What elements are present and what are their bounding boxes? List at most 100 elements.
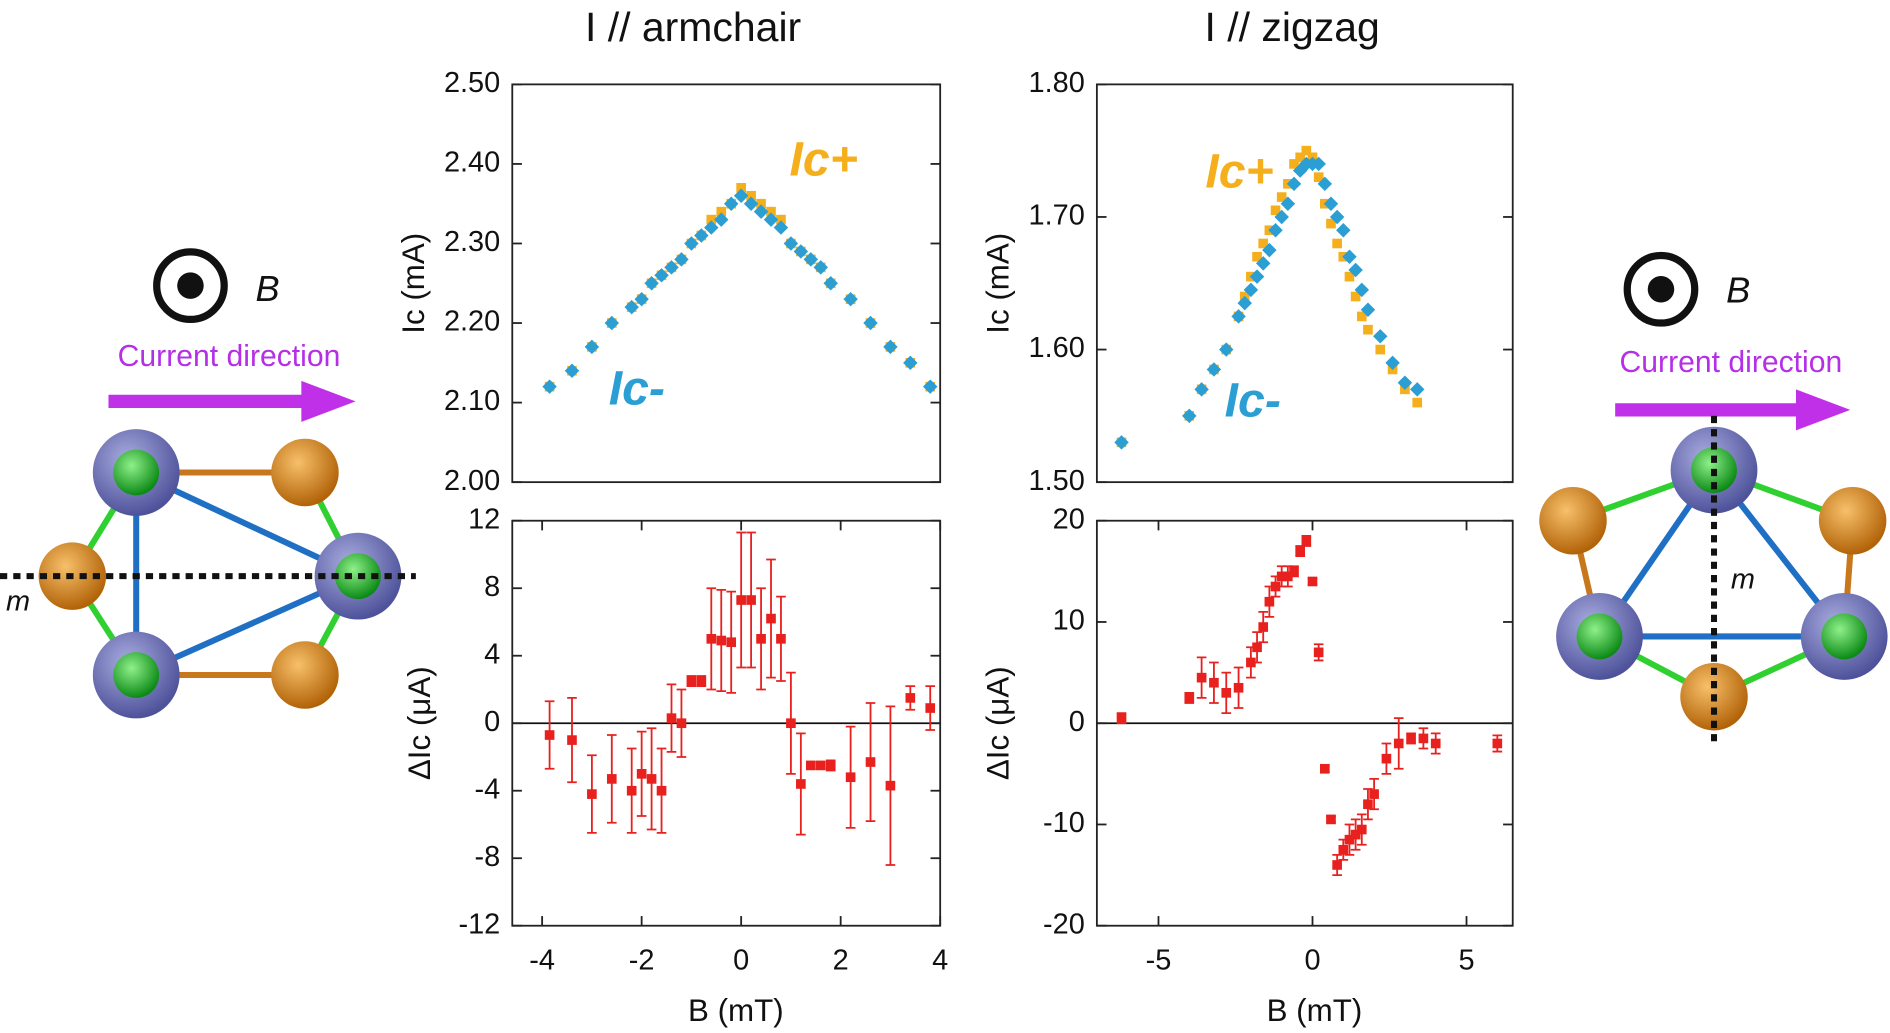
point [624, 299, 639, 315]
point [1418, 733, 1429, 744]
x-tick-label: -4 [529, 945, 555, 977]
x-tick-label: -5 [1146, 945, 1172, 977]
x-tick-label: 5 [1458, 945, 1474, 977]
y-tick-label: 1.50 [1029, 465, 1085, 497]
point [676, 718, 687, 729]
point [1307, 576, 1318, 587]
point [793, 244, 809, 259]
point [1375, 344, 1386, 355]
plot-frame [511, 83, 942, 484]
point [1114, 435, 1129, 450]
point [733, 188, 749, 203]
point [1231, 309, 1246, 324]
point [1283, 571, 1293, 582]
y-tick-label: 2.40 [444, 147, 500, 179]
x-tick-label: 2 [833, 945, 849, 977]
y-tick-label: 2.10 [444, 385, 500, 417]
y-tick-label: 2.00 [444, 465, 500, 497]
point [1237, 295, 1252, 311]
y-tick-label: 20 [1053, 503, 1085, 535]
chart-title: I // armchair [585, 4, 801, 50]
point [1381, 753, 1392, 764]
y-axis-label: ΔIc (μA) [981, 666, 1016, 780]
point [746, 190, 756, 201]
point [736, 182, 746, 193]
point [803, 252, 819, 267]
point [905, 693, 916, 703]
point [606, 774, 617, 784]
point [716, 206, 727, 217]
point [746, 595, 756, 605]
point [1363, 324, 1373, 335]
point [1317, 176, 1333, 192]
point [584, 339, 600, 355]
point [1326, 218, 1336, 229]
point [696, 676, 707, 686]
point [1412, 397, 1423, 408]
y-axis-label: Ic (mA) [981, 233, 1016, 334]
point [604, 315, 620, 331]
point [1385, 355, 1400, 371]
y-tick-label: 1.60 [1029, 332, 1085, 364]
y-tick-label: -12 [458, 908, 500, 940]
point [564, 363, 580, 379]
point [706, 214, 717, 225]
y-axis-label: Ic (mA) [396, 233, 431, 334]
point [1323, 196, 1339, 211]
y-tick-label: 0 [484, 706, 500, 738]
y-tick-label: 2.50 [444, 67, 500, 99]
point [825, 760, 836, 771]
x-tick-label: 0 [1304, 945, 1320, 977]
point [634, 291, 649, 307]
point [1373, 329, 1388, 344]
point [813, 260, 828, 275]
point [1393, 738, 1404, 749]
point [1397, 375, 1413, 390]
point [753, 204, 769, 219]
point [1246, 657, 1256, 668]
point [1262, 242, 1277, 258]
point [1311, 156, 1326, 172]
point [845, 772, 856, 783]
point [783, 236, 799, 251]
point [704, 220, 719, 235]
point [1206, 362, 1222, 377]
point [1233, 682, 1244, 693]
point [1221, 688, 1232, 698]
point [1243, 282, 1259, 298]
point [863, 315, 878, 331]
point [1270, 205, 1281, 216]
x-axis-label: B (mT) [688, 993, 784, 1028]
point [885, 780, 896, 791]
series-label: Ic- [1225, 374, 1281, 428]
point [1264, 596, 1275, 607]
mirror-label: m [6, 585, 30, 617]
chart-title: I // zigzag [1204, 4, 1379, 50]
point [1336, 222, 1351, 238]
point [1184, 693, 1195, 703]
x-axis-label: B (mT) [1267, 993, 1363, 1028]
point [1320, 763, 1330, 774]
point [1182, 408, 1197, 424]
current-label: Current direction [1620, 346, 1843, 379]
point [1348, 262, 1363, 278]
y-tick-label: 10 [1053, 605, 1085, 637]
point [815, 760, 826, 771]
point [786, 718, 796, 729]
y-tick-label: 12 [468, 503, 500, 535]
point [646, 774, 657, 784]
y-tick-label: -4 [475, 773, 501, 805]
point [1268, 222, 1283, 238]
point [1194, 382, 1209, 397]
point [766, 613, 776, 624]
point [1344, 834, 1355, 845]
point [1369, 789, 1379, 799]
point [773, 220, 789, 235]
y-tick-label: 1.80 [1029, 67, 1085, 99]
left-diagram: B Current direction m [0, 248, 416, 719]
mirror-label: m [1731, 564, 1755, 596]
point [1219, 342, 1234, 357]
point [743, 196, 759, 211]
point [1289, 159, 1299, 169]
